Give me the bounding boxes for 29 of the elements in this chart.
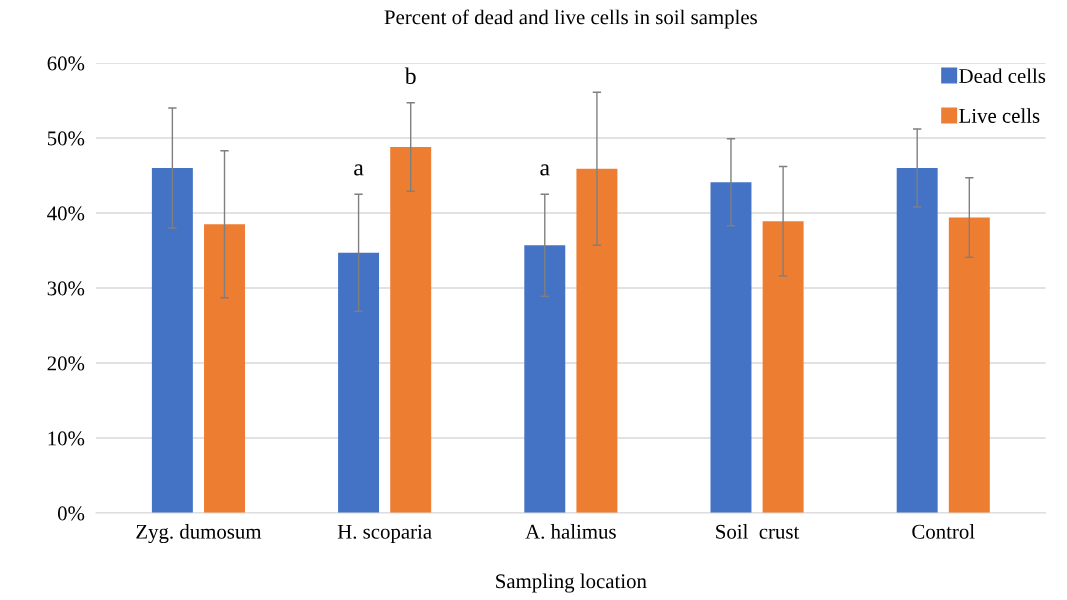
y-tick-label: 40% <box>47 206 85 221</box>
x-tick-label: A. halimus <box>525 524 616 539</box>
annotation: b <box>404 67 416 85</box>
bar <box>710 182 752 513</box>
x-axis-title: Sampling location <box>496 573 647 593</box>
bar <box>948 217 990 513</box>
bar <box>338 252 380 513</box>
bar <box>204 224 245 513</box>
chart-title: Percent of dead and live cells in soil samples <box>384 9 757 29</box>
bar <box>524 245 566 513</box>
x-tick-label: H. scoparia <box>337 524 432 543</box>
bar <box>896 168 938 513</box>
y-tick-label: 20% <box>47 356 85 371</box>
bar <box>151 168 193 513</box>
annotation: a <box>540 164 550 176</box>
y-tick-label: 50% <box>47 131 85 146</box>
bar <box>576 168 618 513</box>
legend-label: Dead cells <box>959 68 1046 84</box>
x-tick-label: Soil crust <box>716 524 800 539</box>
y-tick-label: 10% <box>48 431 85 446</box>
y-tick-label: 0% <box>57 506 85 521</box>
bar <box>762 221 804 513</box>
y-tick-label: 60% <box>47 56 85 71</box>
legend-label: Live cells <box>959 108 1040 123</box>
x-tick-label: Zyg. dumosum <box>136 524 262 544</box>
x-tick-label: Control <box>912 524 975 539</box>
y-tick-label: 30% <box>47 281 85 296</box>
annotation: a <box>354 164 364 176</box>
bar <box>390 147 432 513</box>
